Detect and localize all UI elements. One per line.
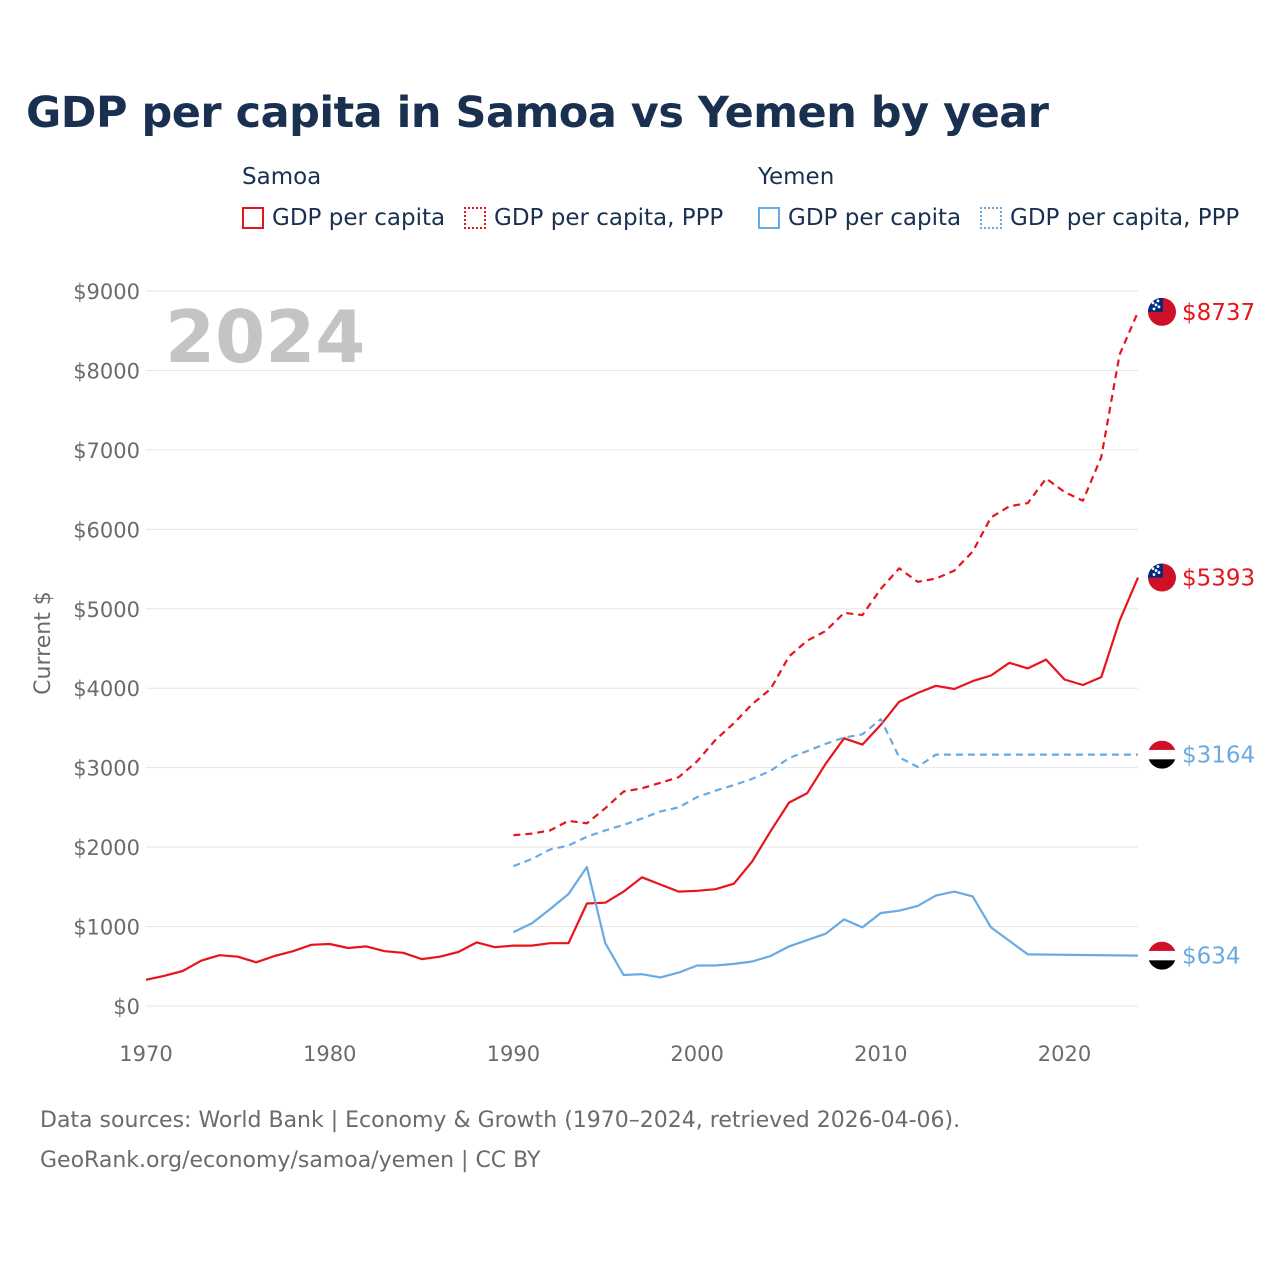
series-lines [145,311,1140,981]
series-line-3 [512,718,1138,868]
legend-group-samoa: Samoa [242,164,322,190]
end-value-label: $8737 [1182,300,1255,326]
legend-label: GDP per capita [788,205,962,231]
end-value-label: $3164 [1182,743,1255,769]
series-line-2 [512,865,1139,979]
legend-swatch-dotted-red [464,207,486,229]
legend-group-yemen: Yemen [758,164,835,190]
grid-lines [146,290,1138,1007]
chart-title: GDP per capita in Samoa vs Yemen by year [26,88,1049,138]
legend-swatch-solid-blue [758,207,780,229]
y-tick-label: $2000 [73,836,140,860]
year-watermark: 2024 [165,295,365,379]
legend-yemen-gdp[interactable]: GDP per capita [758,205,961,231]
x-tick-label: 1970 [119,1042,172,1066]
y-tick-label: $8000 [73,359,140,383]
yemen-flag-icon [1148,941,1176,970]
x-tick-label: 2020 [1038,1042,1091,1066]
source-line-2[interactable]: GeoRank.org/economy/samoa/yemen | CC BY [40,1148,541,1173]
y-axis-ticks: $0 $1000 $2000 $3000 $4000 $5000 $6000 $7000 $80… [73,280,140,1019]
legend-swatch-dotted-blue [980,207,1002,229]
y-tick-label: $7000 [73,439,140,463]
series-line-1 [513,311,1140,837]
y-tick-label: $4000 [73,677,140,701]
y-tick-label: $1000 [73,916,140,940]
x-axis-ticks: 1970 1980 1990 2000 2010 2020 [119,1042,1091,1066]
legend-samoa-gdp-ppp[interactable]: GDP per capita, PPP [464,205,723,231]
samoa-flag-icon [1148,297,1176,326]
y-tick-label: $3000 [73,757,140,781]
end-value-label: $634 [1182,944,1241,970]
x-tick-label: 2010 [854,1042,907,1066]
series-line-0 [145,577,1140,981]
legend-label: GDP per capita [272,205,446,231]
y-tick-label: $6000 [73,518,140,542]
legend-label: GDP per capita, PPP [494,205,724,231]
legend-yemen-gdp-ppp[interactable]: GDP per capita, PPP [980,205,1239,231]
end-value-label: $5393 [1182,566,1255,592]
samoa-flag-icon [1148,563,1176,592]
y-axis-label: Current $ [31,591,56,695]
legend-label: GDP per capita, PPP [1010,205,1240,231]
x-tick-label: 1990 [487,1042,540,1066]
y-tick-label: $0 [113,995,140,1019]
yemen-flag-icon [1148,740,1176,769]
y-tick-label: $5000 [73,598,140,622]
legend-swatch-solid-red [242,207,264,229]
source-line-1: Data sources: World Bank | Economy & Gro… [40,1108,961,1133]
legend-samoa-gdp[interactable]: GDP per capita [242,205,445,231]
end-markers: $5393 $8737 $634 $3164 [1148,297,1255,970]
x-tick-label: 1980 [303,1042,356,1066]
y-tick-label: $9000 [73,280,140,304]
x-tick-label: 2000 [670,1042,723,1066]
